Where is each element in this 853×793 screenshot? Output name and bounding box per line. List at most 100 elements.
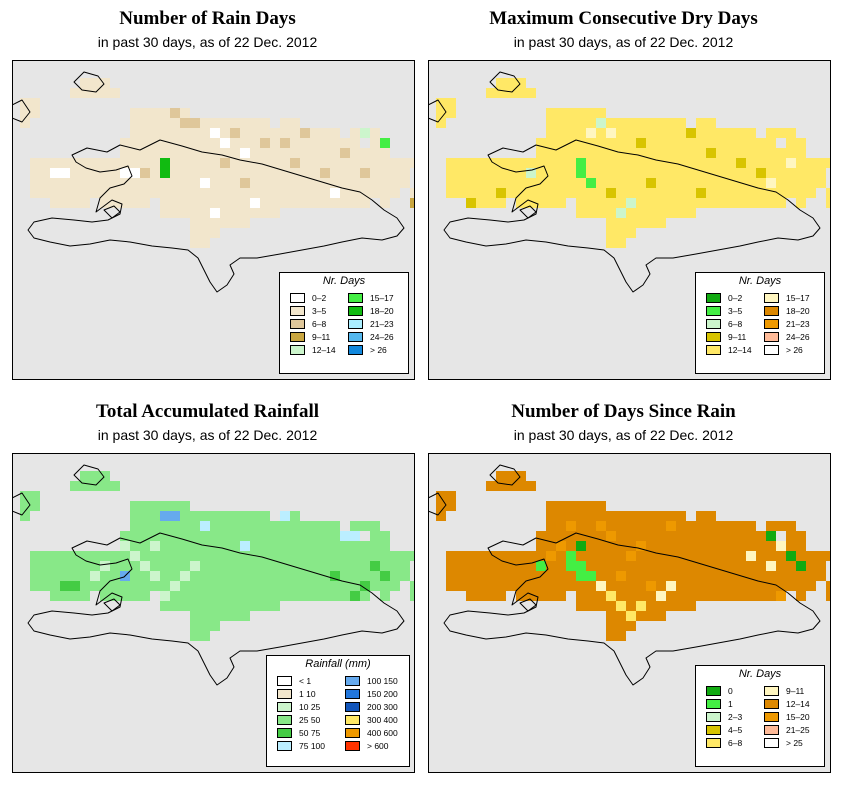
grid-cell [636,571,646,581]
grid-cell [290,521,300,531]
grid-cell [606,138,616,148]
grid-cell [280,531,290,541]
grid-cell [340,168,350,178]
grid-cell [340,551,350,561]
grid-cell [330,178,340,188]
grid-cell [696,198,706,208]
grid-cell [656,148,666,158]
grid-cell [596,158,606,168]
grid-cell [566,148,576,158]
grid-cell [80,481,90,491]
grid-cell [360,178,370,188]
grid-cell [536,581,546,591]
grid-cell [456,178,466,188]
grid-cell [130,531,140,541]
grid-cell [526,168,536,178]
grid-cell [596,561,606,571]
grid-cell [576,208,586,218]
grid-cell [726,198,736,208]
legend-label: > 26 [370,345,387,355]
grid-cell [466,188,476,198]
grid-cell [526,581,536,591]
grid-cell [526,591,536,601]
grid-cell [546,108,556,118]
legend-swatch [290,319,305,329]
legend-label: 6–8 [728,738,743,748]
grid-cell [546,178,556,188]
grid-cell [320,168,330,178]
grid-cell [596,148,606,158]
grid-cell [180,208,190,218]
legend-swatch [764,738,779,748]
grid-cell [466,158,476,168]
grid-cell [80,591,90,601]
grid-cell [536,158,546,168]
coastline-tortuga [73,71,105,93]
grid-cell [290,591,300,601]
grid-cell [350,198,360,208]
grid-cell [766,571,776,581]
grid-cell [200,571,210,581]
legend-label: 21–23 [786,319,810,329]
grid-cell [270,128,280,138]
grid-cell [110,561,120,571]
grid-cell [546,138,556,148]
grid-cell [410,581,415,591]
grid-cell [70,158,80,168]
grid-cell [200,208,210,218]
grid-cell [310,541,320,551]
grid-cell [130,178,140,188]
grid-cell [496,581,506,591]
grid-cell [616,228,626,238]
grid-cell [746,128,756,138]
grid-cell [260,138,270,148]
grid-cell [50,581,60,591]
grid-cell [786,521,796,531]
grid-cell [546,198,556,208]
grid-cell [100,78,110,88]
grid-cell [566,158,576,168]
grid-cell [776,178,786,188]
legend-swatch [345,741,360,751]
grid-cell [220,551,230,561]
grid-cell [180,581,190,591]
grid-cell [260,571,270,581]
grid-cell [50,551,60,561]
grid-cell [200,148,210,158]
grid-cell [476,178,486,188]
grid-cell [716,198,726,208]
coastline-hispaniola [27,139,405,293]
grid-cell [270,158,280,168]
grid-cell [180,501,190,511]
grid-cell [486,188,496,198]
legend-swatch [290,293,305,303]
grid-cell [220,188,230,198]
grid-cell [210,521,220,531]
grid-cell [370,561,380,571]
map-border [12,453,415,773]
grid-cell [70,561,80,571]
coastline-gonave [103,598,121,612]
coastline-gonave [519,205,537,219]
grid-cell [646,521,656,531]
grid-cell [370,581,380,591]
grid-cell [746,521,756,531]
grid-cell [30,581,40,591]
legend-swatch [345,715,360,725]
grid-cell [706,188,716,198]
grid-cell [446,188,456,198]
grid-cell [110,88,120,98]
grid-cell [786,178,796,188]
grid-cell [280,178,290,188]
grid-cell [190,541,200,551]
grid-cell [766,148,776,158]
grid-cell [606,531,616,541]
grid-cell [320,551,330,561]
grid-cell [446,551,456,561]
grid-cell [160,138,170,148]
grid-cell [320,531,330,541]
grid-cell [746,541,756,551]
grid-cell [646,581,656,591]
grid-cell [736,158,746,168]
grid-cell [260,208,270,218]
